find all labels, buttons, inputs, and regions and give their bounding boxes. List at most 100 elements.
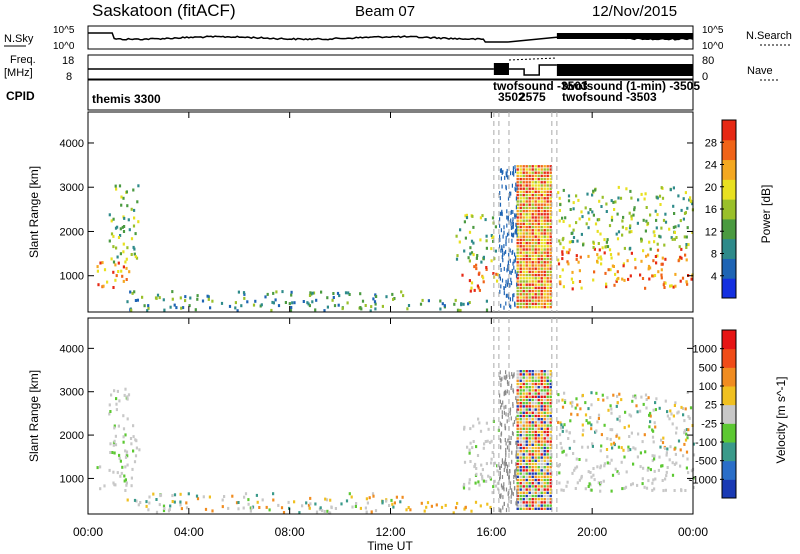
block-1 — [537, 398, 540, 402]
block-1 — [546, 405, 549, 408]
cbar-seg-0-8 — [722, 120, 736, 141]
cell-1-1-51 — [122, 427, 126, 431]
cell-1-2-98 — [147, 508, 150, 512]
cell-0-7-27 — [682, 217, 685, 221]
cell-1-6-25 — [585, 419, 588, 423]
block-1 — [516, 459, 519, 462]
block-0 — [543, 184, 546, 187]
cell-0-7-95 — [630, 214, 633, 218]
cell-0-6-105 — [592, 278, 595, 282]
block-0 — [531, 197, 534, 200]
cell-1-1-36 — [129, 437, 133, 440]
cell-0-5-46 — [482, 255, 485, 259]
block-1 — [543, 443, 546, 446]
cbar-tick-label-0-5: 24 — [705, 160, 717, 172]
cell-0-6-72 — [661, 256, 664, 260]
cell-1-5-92 — [599, 464, 602, 468]
block-1 — [528, 491, 531, 494]
block-1 — [537, 382, 540, 386]
streak-0 — [515, 213, 517, 218]
block-0 — [525, 299, 528, 302]
block-1 — [537, 408, 540, 411]
block-1 — [537, 379, 540, 382]
block-1 — [546, 462, 549, 466]
block-0 — [516, 229, 519, 232]
cell-1-2-13 — [173, 493, 177, 497]
ytick-label-1-0: 1000 — [60, 473, 84, 485]
cell-1-2-95 — [288, 506, 291, 510]
block-0 — [531, 257, 534, 261]
streak-1 — [505, 447, 507, 452]
cell-0-6-23 — [644, 286, 647, 290]
cell-1-2-92 — [272, 492, 275, 496]
cell-1-5-16 — [585, 458, 588, 462]
cell-0-1-19 — [122, 196, 125, 200]
cell-0-7-9 — [576, 239, 579, 243]
block-1 — [516, 376, 519, 379]
cell-1-2-60 — [390, 498, 393, 502]
cell-1-5-15 — [610, 489, 613, 493]
cell-1-6-10 — [567, 437, 570, 440]
cell-0-6-33 — [672, 285, 675, 289]
cell-1-5-20 — [651, 481, 654, 485]
cell-0-7-113 — [629, 224, 632, 228]
cell-0-0-21 — [106, 280, 109, 284]
cell-0-7-79 — [596, 218, 599, 222]
cell-1-5-115 — [641, 482, 644, 486]
block-0 — [549, 187, 552, 190]
streak-0 — [505, 242, 507, 247]
block-1 — [522, 440, 525, 443]
block-1 — [540, 446, 543, 450]
block-0 — [522, 232, 525, 235]
cell-0-5-40 — [480, 260, 483, 264]
streak-1 — [511, 372, 513, 377]
cell-1-2-11 — [162, 504, 166, 508]
block-0 — [546, 235, 549, 238]
streak-0 — [512, 210, 514, 214]
cell-1-5-51 — [593, 478, 596, 482]
streak-1 — [516, 408, 518, 413]
block-0 — [522, 273, 525, 277]
cell-1-2-65 — [158, 503, 161, 507]
block-1 — [519, 379, 522, 382]
cell-0-7-97 — [601, 195, 604, 199]
cell-1-4-62 — [463, 460, 467, 464]
block-1 — [525, 437, 528, 440]
block-1 — [525, 405, 528, 408]
block-1 — [519, 434, 522, 437]
block-1 — [519, 418, 522, 421]
cell-1-6-100 — [634, 447, 637, 451]
cell-1-1-34 — [113, 389, 116, 393]
cell-0-2-21 — [129, 290, 132, 294]
block-1 — [543, 472, 546, 475]
cell-1-2-15 — [371, 492, 375, 496]
freq-step — [508, 64, 557, 76]
block-0 — [516, 293, 519, 296]
block-0 — [531, 184, 534, 187]
cell-0-5-7 — [490, 247, 493, 251]
block-1 — [525, 427, 528, 430]
block-0 — [549, 232, 552, 235]
block-1 — [534, 414, 537, 418]
block-0 — [522, 241, 525, 245]
block-0 — [543, 229, 546, 232]
block-1 — [549, 430, 552, 434]
block-0 — [549, 225, 552, 229]
cell-0-7-127 — [582, 243, 585, 247]
block-1 — [543, 373, 546, 376]
block-0 — [549, 238, 552, 242]
beam-title: Beam 07 — [355, 3, 415, 20]
streak-0 — [516, 186, 518, 191]
cell-1-2-17 — [249, 506, 252, 510]
block-1 — [540, 466, 543, 469]
cell-1-2-62 — [359, 506, 362, 510]
cell-1-2-82 — [399, 500, 402, 504]
cell-0-6-58 — [640, 259, 643, 263]
block-1 — [534, 437, 537, 440]
block-0 — [534, 209, 537, 213]
block-0 — [534, 193, 537, 197]
block-0 — [537, 299, 540, 302]
cell-1-6-5 — [559, 421, 562, 425]
cell-1-2-99 — [321, 509, 324, 513]
block-0 — [549, 235, 552, 238]
